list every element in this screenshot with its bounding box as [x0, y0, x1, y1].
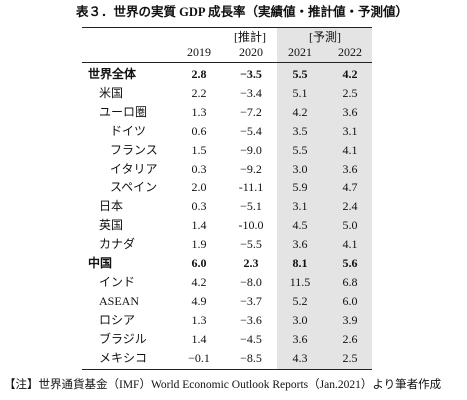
cell: -10.0	[238, 218, 264, 233]
cell: 6.8	[342, 274, 358, 289]
cell: −9.0	[240, 142, 262, 157]
row-label: ASEAN	[99, 293, 140, 308]
row-label: 中国	[88, 256, 113, 270]
cell: −9.2	[240, 161, 262, 176]
row-label: ドイツ	[110, 123, 147, 138]
cell: 1.3	[191, 312, 207, 327]
cell: 2.0	[191, 180, 207, 195]
rule	[82, 62, 372, 63]
cell: 4.7	[342, 180, 358, 195]
cell: 6.0	[191, 256, 207, 270]
cell: 4.2	[342, 67, 358, 81]
cell: 11.5	[289, 274, 311, 289]
cell: 4.1	[342, 142, 358, 157]
cell: 5.6	[342, 256, 358, 270]
cell: 5.5	[292, 67, 308, 81]
cell: 3.6	[292, 331, 308, 346]
row-label: インド	[99, 274, 136, 289]
cell: −3.4	[240, 85, 262, 100]
cell: 2.2	[191, 85, 207, 100]
rule	[82, 369, 372, 370]
cell: -11.1	[238, 180, 264, 195]
cell: 3.9	[342, 312, 358, 327]
cell: 1.4	[191, 331, 207, 346]
cell: −8.5	[240, 350, 262, 365]
note: 【注】世界通貨基金（IMF）World Economic Outlook Rep…	[4, 379, 442, 391]
cell: 2.6	[342, 331, 358, 346]
row-label: イタリア	[110, 161, 158, 176]
row-label: 日本	[99, 199, 124, 214]
row-label: ブラジル	[99, 331, 147, 346]
cell: 2.8	[191, 67, 207, 81]
year-header: 2022	[338, 45, 362, 59]
cell: 4.9	[191, 293, 207, 308]
cell: 1.5	[191, 142, 207, 157]
cell: 1.4	[191, 218, 207, 233]
rule	[82, 27, 372, 28]
cell: 1.9	[191, 237, 207, 252]
cell: 3.0	[292, 312, 308, 327]
row-label: スペイン	[110, 180, 158, 195]
cell: −3.6	[240, 312, 262, 327]
year-header: 2021	[288, 45, 312, 59]
cell: 4.3	[292, 350, 308, 365]
cell: 3.0	[292, 161, 308, 176]
group-label: [予測]	[309, 30, 341, 44]
row-label: メキシコ	[99, 350, 148, 365]
cell: −3.5	[240, 67, 262, 81]
cell: −5.5	[240, 237, 262, 252]
cell: 0.3	[191, 199, 207, 214]
cell: 2.5	[342, 350, 358, 365]
year-header: 2019	[187, 45, 211, 59]
cell: −0.1	[188, 350, 210, 365]
row-label: ロシア	[99, 312, 136, 327]
cell: 4.2	[191, 274, 207, 289]
group-label: [推計]	[234, 30, 266, 44]
cell: −4.5	[240, 331, 262, 346]
year-header: 2020	[239, 45, 263, 59]
cell: 5.5	[292, 142, 308, 157]
cell: 5.1	[292, 85, 308, 100]
cell: 3.6	[292, 237, 308, 252]
cell: 2.4	[342, 199, 358, 214]
cell: 4.1	[342, 237, 358, 252]
cell: −5.4	[240, 123, 262, 138]
cell: 2.5	[342, 85, 358, 100]
cell: 3.1	[342, 123, 358, 138]
cell: 3.1	[292, 199, 308, 214]
cell: −5.1	[240, 199, 262, 214]
row-label: カナダ	[99, 237, 136, 252]
row-label: ユーロ圏	[99, 104, 148, 119]
cell: −7.2	[240, 104, 262, 119]
cell: 5.9	[292, 180, 308, 195]
forecast-shade	[277, 27, 372, 369]
cell: 4.5	[292, 218, 308, 233]
cell: 5.0	[342, 218, 358, 233]
row-label: 英国	[99, 218, 124, 233]
title: 表３．世界の実質 GDP 成長率（実績値・推計値・予測値）	[76, 5, 408, 19]
cell: 4.2	[292, 104, 308, 119]
cell: 1.3	[191, 104, 207, 119]
cell: 3.6	[342, 161, 358, 176]
cell: 3.5	[292, 123, 308, 138]
row-label: 米国	[99, 85, 124, 100]
row-label: フランス	[110, 142, 158, 157]
cell: 2.3	[243, 256, 259, 270]
cell: −8.0	[240, 274, 262, 289]
cell: 3.6	[342, 104, 358, 119]
cell: 5.2	[292, 293, 308, 308]
cell: 0.3	[191, 161, 207, 176]
row-label: 世界全体	[88, 67, 137, 81]
cell: −3.7	[240, 293, 262, 308]
cell: 0.6	[191, 123, 207, 138]
cell: 6.0	[342, 293, 358, 308]
cell: 8.1	[292, 256, 308, 270]
